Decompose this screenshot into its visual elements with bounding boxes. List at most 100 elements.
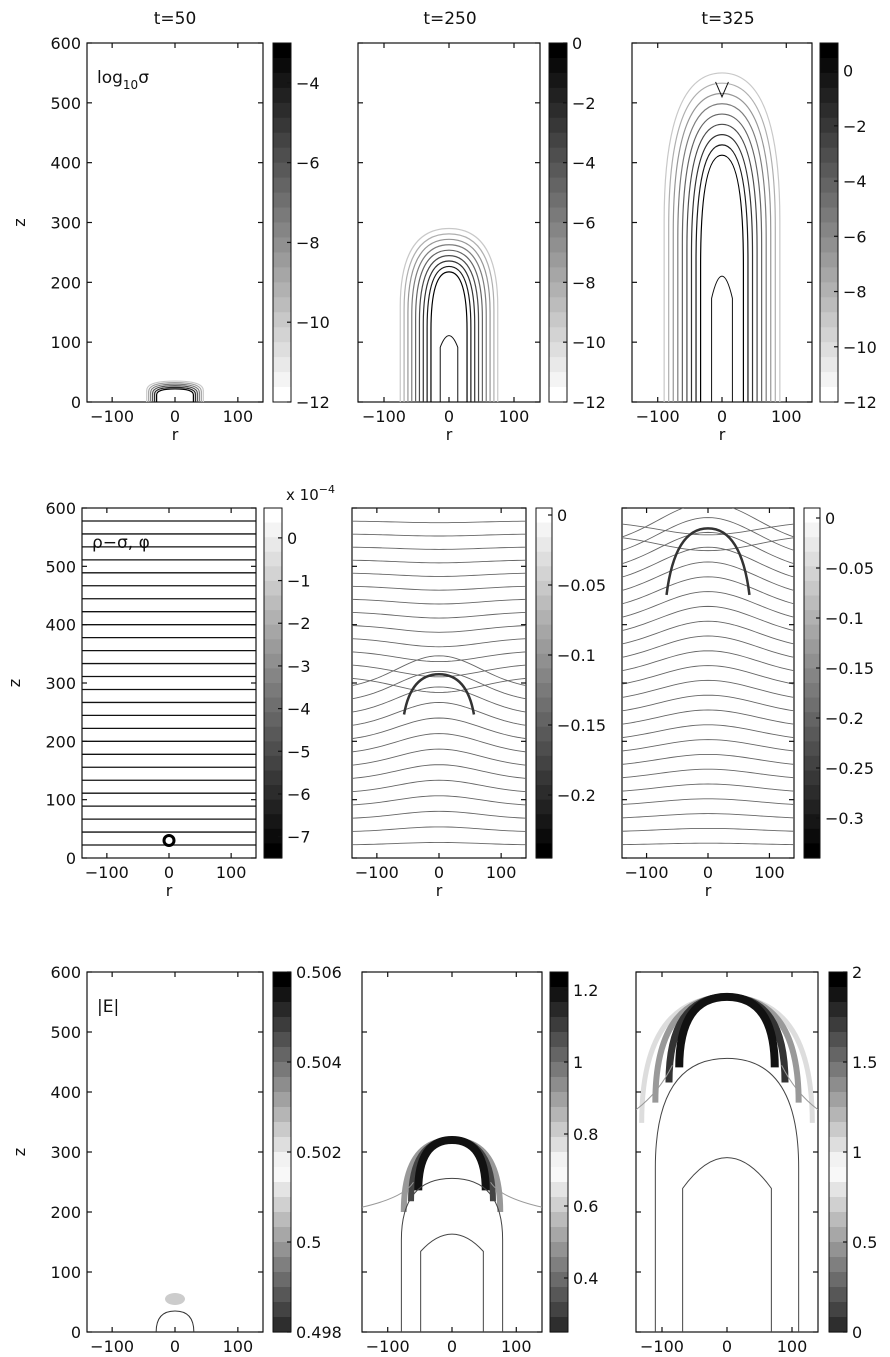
- potential-line: [622, 605, 794, 632]
- colorbar-segment: [536, 610, 552, 626]
- x-tick-label: 100: [754, 863, 785, 882]
- colorbar-segment: [550, 1212, 568, 1228]
- colorbar-segment: [264, 551, 282, 567]
- colorbar-segment: [804, 537, 820, 553]
- colorbar-tick-label: 0.506: [296, 963, 342, 982]
- y-tick-label: 300: [50, 1143, 81, 1162]
- x-tick-label: −100: [362, 407, 406, 426]
- sigma-contour: [426, 265, 472, 402]
- panel-r2c2: −100 0 100 r 2 1.5 1 0.5 0: [635, 963, 877, 1357]
- colorbar-segment: [273, 207, 291, 224]
- sigma-contour: [422, 260, 476, 402]
- x-tick-label: 0: [444, 407, 454, 426]
- colorbar-tick-label: −6: [287, 785, 311, 804]
- colorbar-segment: [820, 282, 838, 298]
- colorbar-segment: [550, 1047, 568, 1063]
- colorbar-segment: [549, 342, 567, 358]
- colorbar-segment: [550, 1167, 568, 1183]
- colorbar-frame: [819, 42, 839, 403]
- colorbar-segment: [820, 387, 838, 403]
- colorbar-segment: [820, 43, 838, 59]
- colorbar-segment: [550, 1062, 568, 1078]
- colorbar-segment: [264, 755, 282, 772]
- colorbar-segment: [264, 610, 282, 626]
- x-axis-label: r: [719, 425, 726, 444]
- potential-line: [352, 810, 526, 819]
- plot-frame: [86, 42, 264, 403]
- colorbar-segment: [549, 177, 567, 194]
- sigma-contour: [430, 271, 468, 402]
- colorbar-tick-label: 1: [573, 1053, 583, 1072]
- colorbar-segment: [820, 87, 838, 104]
- colorbar-segment: [264, 785, 282, 801]
- colorbar-segment: [550, 1302, 568, 1318]
- colorbar-segment: [550, 1077, 568, 1093]
- colorbar-frame: [272, 42, 292, 403]
- colorbar-segment: [829, 1197, 847, 1213]
- potential-line: [622, 665, 794, 685]
- colorbar-segment: [549, 357, 567, 373]
- colorbar-segment: [273, 282, 291, 298]
- potential-line: [622, 724, 794, 739]
- colorbar-segment: [804, 726, 820, 742]
- colorbar-segment: [829, 1077, 847, 1093]
- colorbar-segment: [264, 624, 282, 640]
- colorbar-segment: [264, 843, 282, 859]
- colorbar-exponent: x 10−4: [286, 483, 335, 504]
- colorbar-segment: [804, 712, 820, 728]
- sigma-contour: [681, 113, 763, 402]
- colorbar-segment: [804, 595, 820, 611]
- field-contour: [654, 1057, 800, 1332]
- potential-line: [352, 625, 526, 633]
- colorbar-tick-label: 0: [557, 506, 567, 525]
- charge-dot: [162, 834, 176, 847]
- colorbar-tick-label: −1: [287, 572, 311, 591]
- potential-line: [352, 585, 526, 591]
- colorbar-segment: [273, 43, 291, 59]
- x-tick-label: 100: [216, 863, 247, 882]
- colorbar-segment: [549, 192, 567, 209]
- colorbar-segment: [804, 741, 820, 757]
- x-tick-label: 0: [164, 863, 174, 882]
- contour-layer: [399, 227, 499, 402]
- colorbar-tick-label: −8: [843, 283, 867, 302]
- colorbar-segment: [536, 712, 552, 728]
- colorbar-tick-label: 0.504: [296, 1053, 342, 1072]
- contour-layer: [622, 508, 794, 846]
- colorbar-segment: [273, 1212, 291, 1228]
- field-contour: [781, 1065, 818, 1111]
- colorbar-segment: [829, 1317, 847, 1333]
- potential-line: [622, 531, 794, 565]
- colorbar-segment: [804, 814, 820, 830]
- colorbar-tick-label: 0: [825, 509, 835, 528]
- potential-line: [622, 635, 794, 658]
- colorbar-tick-label: 0.6: [573, 1197, 598, 1216]
- potential-line: [622, 768, 794, 779]
- colorbar-tick-label: 0.498: [296, 1323, 342, 1342]
- sigma-contour: [677, 103, 767, 402]
- x-tick-label: −100: [366, 1337, 410, 1356]
- colorbar-tick-label: −0.2: [825, 709, 864, 728]
- colorbar-segment: [264, 741, 282, 757]
- colorbar-tick-label: −7: [287, 828, 311, 847]
- colorbar-segment: [820, 102, 838, 119]
- colorbar-segment: [804, 668, 820, 684]
- colorbar-segment: [550, 1197, 568, 1213]
- plot-frame: [361, 971, 543, 1333]
- colorbar-segment: [273, 1107, 291, 1123]
- colorbar-tick-label: −2: [287, 614, 311, 633]
- colorbar-segment: [550, 1287, 568, 1303]
- colorbar-segment: [549, 312, 567, 328]
- plot-frame: [621, 507, 795, 859]
- colorbar-segment: [820, 117, 838, 134]
- colorbar-segment: [804, 770, 820, 786]
- sigma-contour: [399, 227, 499, 402]
- sigma-contour: [150, 383, 200, 402]
- colorbar-segment: [804, 551, 820, 567]
- colorbar-segment: [550, 1227, 568, 1243]
- panel-r2c0: −1000100r0100200300400500600z|E|0.5060.5…: [10, 963, 342, 1357]
- potential-line: [352, 638, 526, 648]
- colorbar-segment: [264, 580, 282, 597]
